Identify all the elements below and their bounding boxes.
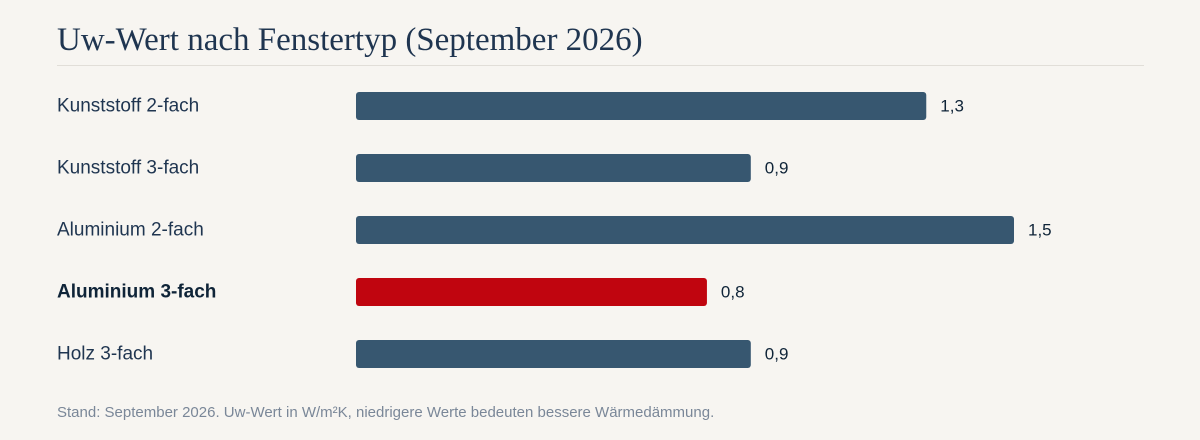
category-label: Kunststoff 2-fach <box>57 96 199 117</box>
title-divider <box>57 65 1144 66</box>
chart-title: Uw-Wert nach Fenstertyp (September 2026) <box>57 22 643 58</box>
bar-highlighted <box>356 278 707 306</box>
footnote: Stand: September 2026. Uw-Wert in W/m²K,… <box>57 404 715 421</box>
bar <box>356 216 1014 244</box>
category-label: Holz 3-fach <box>57 344 153 365</box>
value-label: 0,9 <box>765 345 789 364</box>
category-label: Aluminium 2-fach <box>57 220 204 241</box>
bar <box>356 154 751 182</box>
category-label: Aluminium 3-fach <box>57 282 216 303</box>
value-label: 0,9 <box>765 159 789 178</box>
value-label: 1,3 <box>940 97 964 116</box>
bar <box>356 340 751 368</box>
value-label: 1,5 <box>1028 221 1052 240</box>
value-label: 0,8 <box>721 283 745 302</box>
bar <box>356 92 927 120</box>
category-label: Kunststoff 3-fach <box>57 158 199 179</box>
